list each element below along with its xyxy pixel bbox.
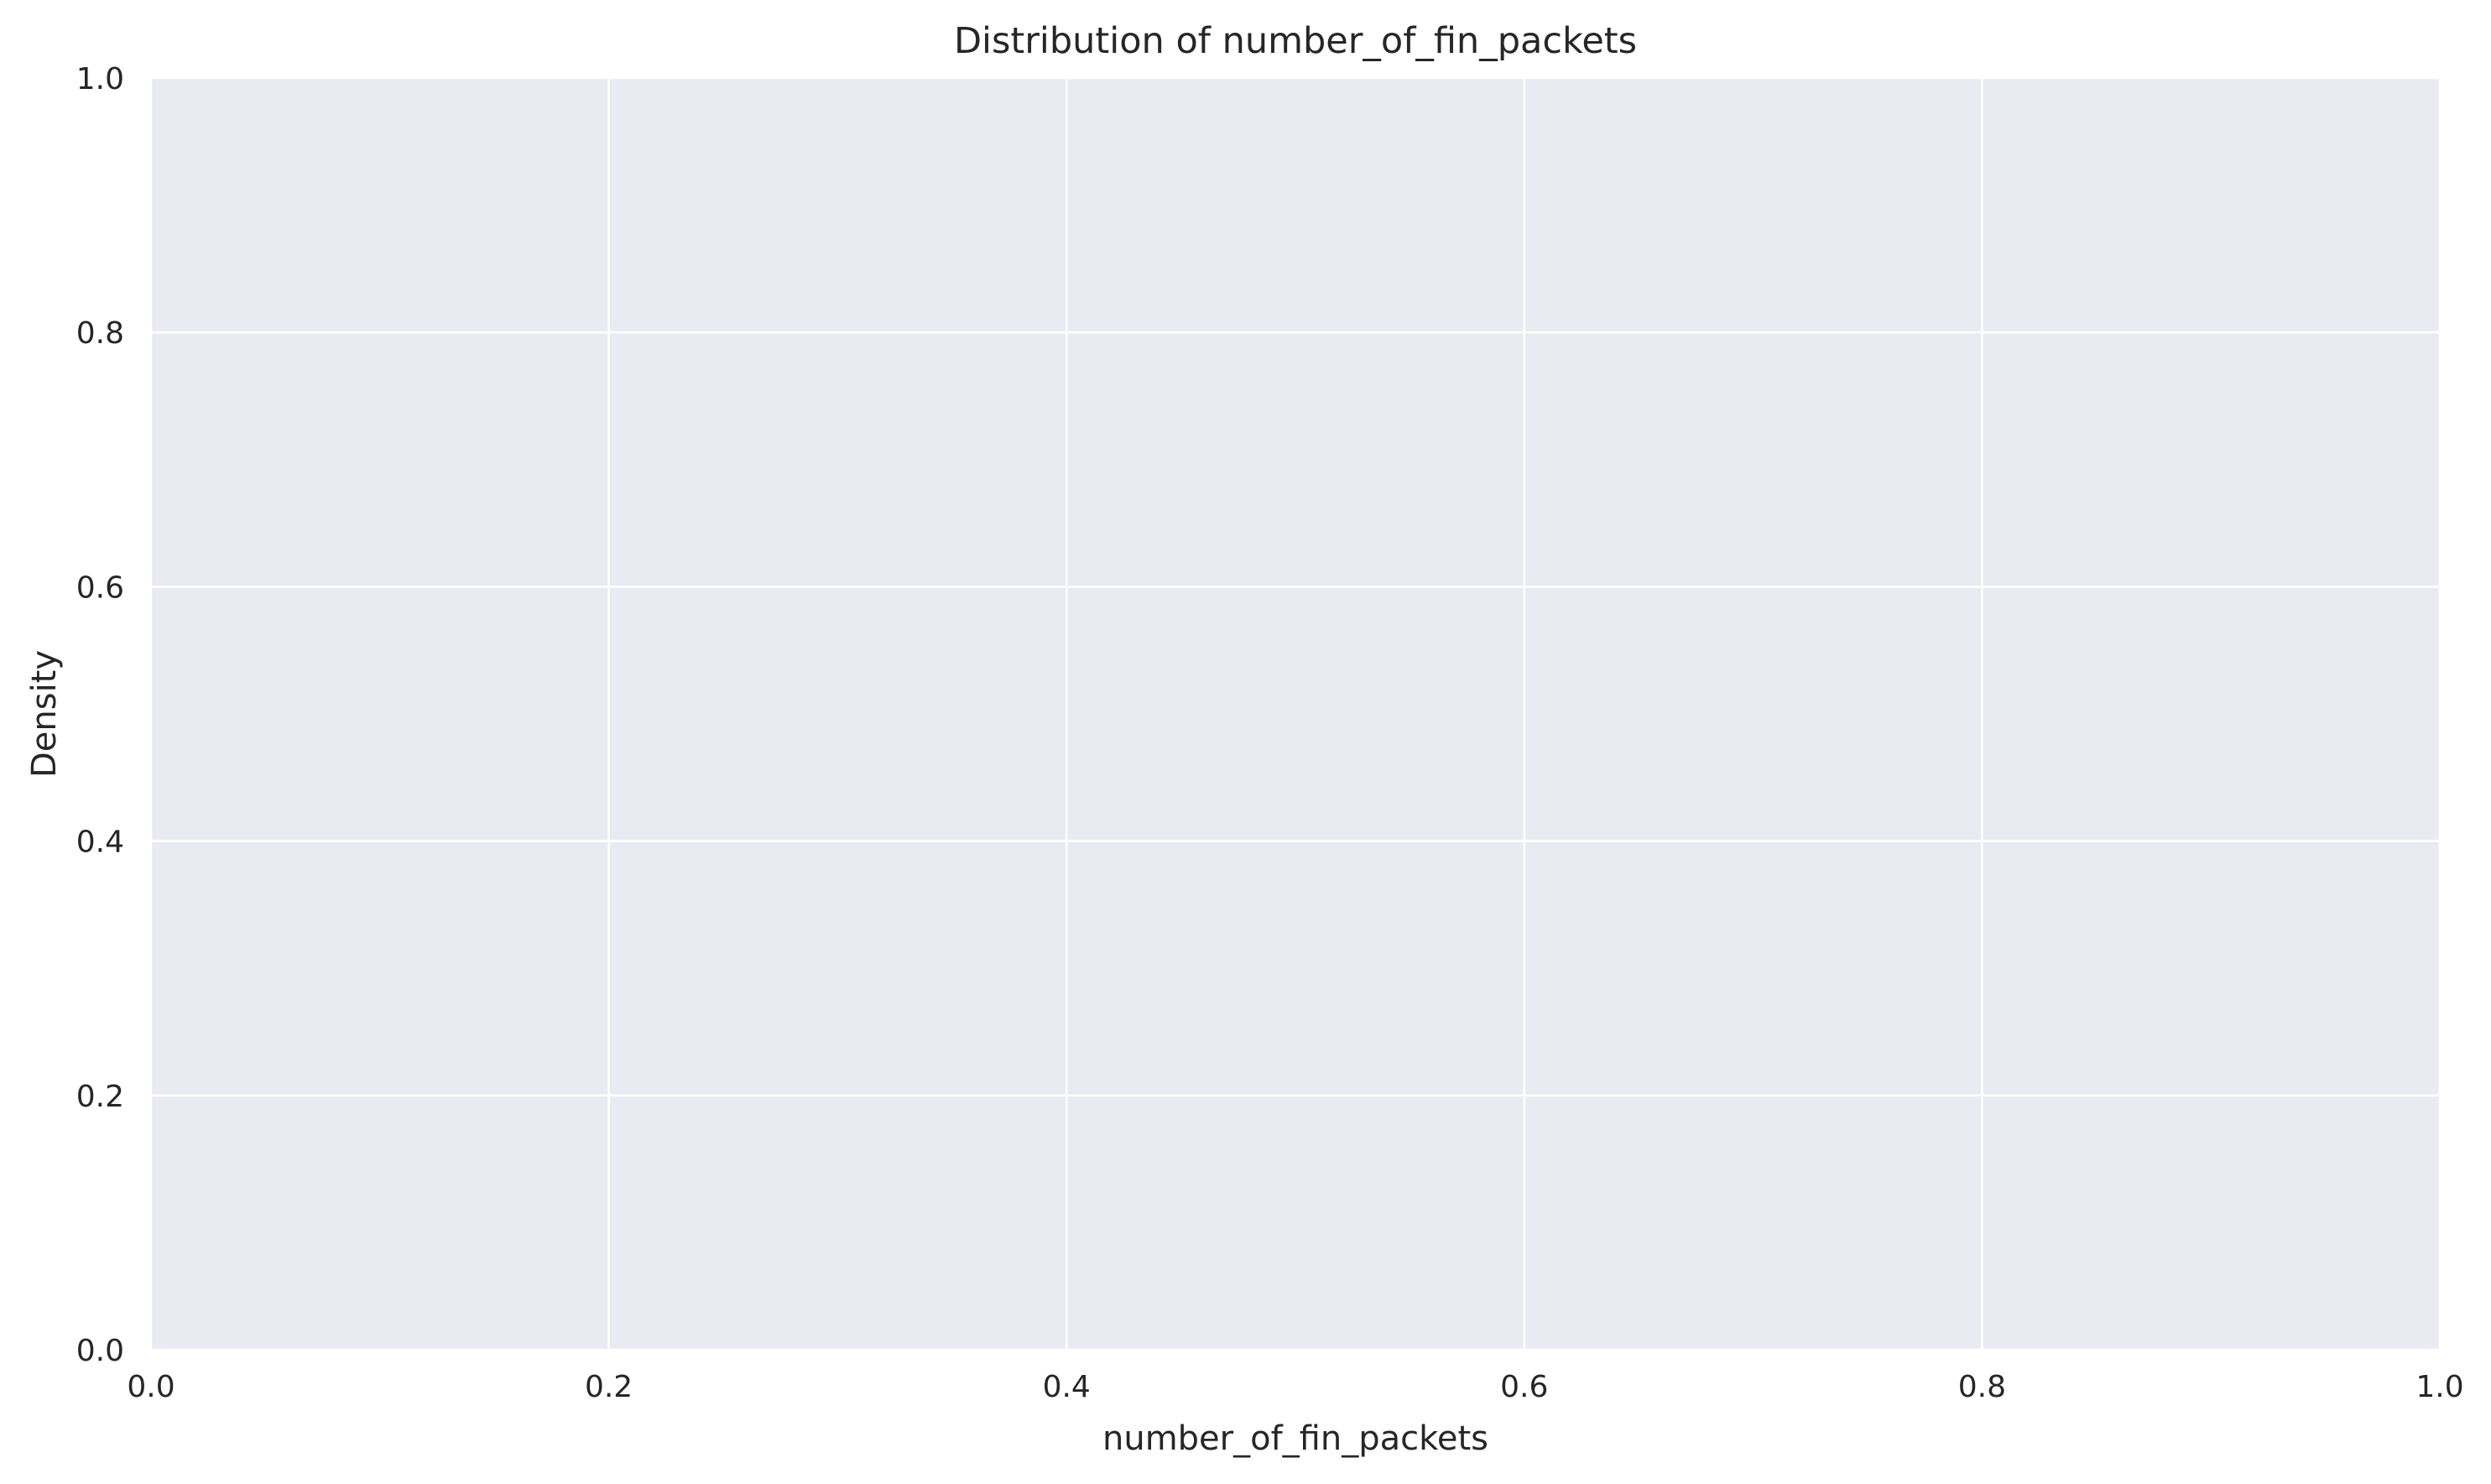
y-tick-label-5: 1.0	[76, 62, 124, 96]
x-tick-label-4: 0.8	[1958, 1370, 2006, 1404]
x-tick-label-0: 0.0	[127, 1370, 175, 1404]
y-tick-label-1: 0.2	[76, 1080, 124, 1114]
y-tick-label-2: 0.4	[76, 825, 124, 860]
plot-area	[151, 78, 2440, 1350]
grid-horizontal-lines	[151, 76, 2440, 1351]
x-tick-labels: 0.0 0.2 0.4 0.6 0.8 1.0	[127, 1370, 2463, 1404]
y-tick-label-0: 0.0	[76, 1334, 124, 1368]
y-tick-label-3: 0.6	[76, 570, 124, 605]
y-axis-label: Density	[25, 650, 64, 778]
x-tick-label-5: 1.0	[2415, 1370, 2463, 1404]
chart-title: Distribution of number_of_fin_packets	[954, 20, 1637, 62]
x-tick-label-2: 0.4	[1043, 1370, 1091, 1404]
x-tick-label-3: 0.6	[1500, 1370, 1548, 1404]
y-tick-label-4: 0.8	[76, 316, 124, 351]
x-tick-label-1: 0.2	[585, 1370, 633, 1404]
grid-vertical-lines	[149, 78, 2441, 1350]
x-axis-label: number_of_fin_packets	[1102, 1419, 1488, 1458]
y-tick-labels: 0.0 0.2 0.4 0.6 0.8 1.0	[76, 62, 124, 1368]
